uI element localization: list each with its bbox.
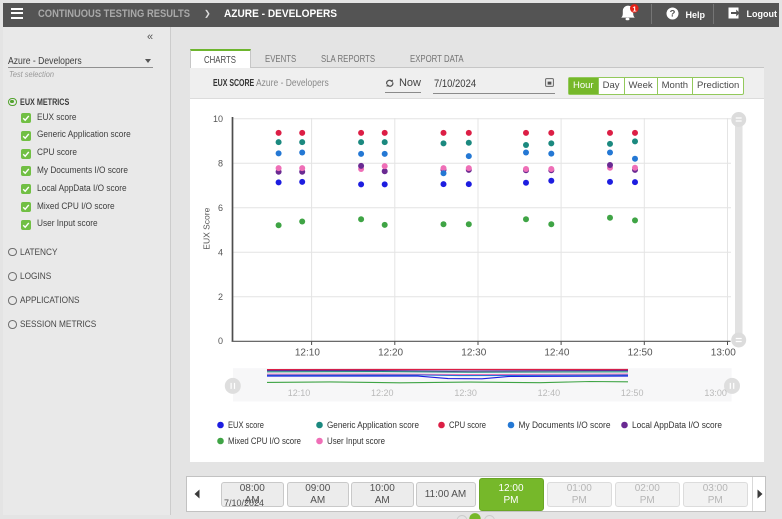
svg-text:12:40: 12:40 [544,348,569,359]
svg-text:Generic Application score: Generic Application score [327,420,419,430]
svg-text:EUX score: EUX score [228,420,264,430]
svg-text:Local AppData I/O score: Local AppData I/O score [632,420,722,430]
svg-text:12:10: 12:10 [295,348,320,359]
svg-text:10: 10 [213,114,223,124]
svg-text:?: ? [670,9,676,20]
svg-text:EUX Score: EUX Score [202,207,212,249]
svg-text:12:10: 12:10 [288,388,311,398]
svg-text:8: 8 [218,159,223,169]
svg-text:User Input score: User Input score [327,436,385,446]
svg-text:6: 6 [218,203,223,213]
svg-text:12:20: 12:20 [371,388,394,398]
svg-text:4: 4 [218,248,223,258]
svg-text:12:40: 12:40 [538,388,561,398]
svg-text:1: 1 [632,4,636,13]
svg-text:12:30: 12:30 [461,348,486,359]
svg-text:13:00: 13:00 [704,388,727,398]
svg-text:12:50: 12:50 [621,388,644,398]
svg-text:My Documents I/O score: My Documents I/O score [519,420,611,430]
svg-text:CPU score: CPU score [449,420,486,430]
svg-text:12:30: 12:30 [454,388,477,398]
svg-text:0: 0 [218,336,223,346]
svg-text:2: 2 [218,292,223,302]
svg-text:12:50: 12:50 [628,348,653,359]
svg-text:12:20: 12:20 [378,348,403,359]
svg-text:Mixed CPU I/O score: Mixed CPU I/O score [228,436,301,446]
svg-text:13:00: 13:00 [711,348,736,359]
